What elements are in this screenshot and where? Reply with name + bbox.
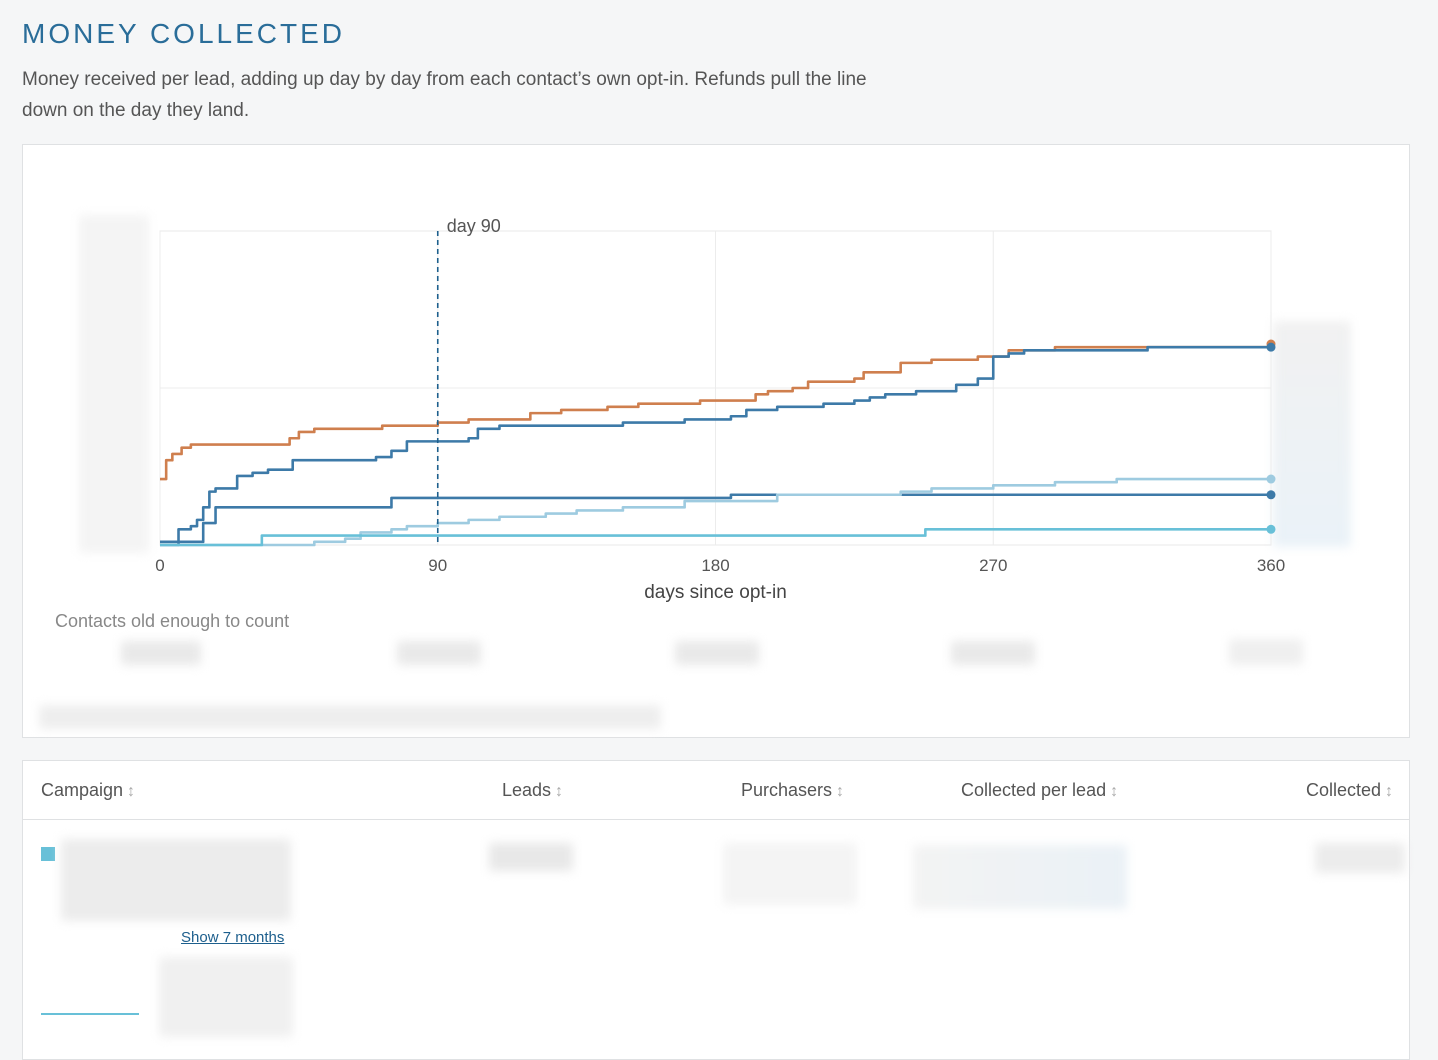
- purchasers-value-redacted: [723, 843, 857, 905]
- contacts-count-redacted: [121, 641, 201, 665]
- collected-value-redacted: [1315, 843, 1405, 873]
- contacts-count-redacted: [397, 641, 481, 665]
- leads-value-redacted: [489, 843, 573, 871]
- series-end-point: [1266, 524, 1276, 534]
- series-color-swatch: [41, 847, 55, 861]
- sort-icon: ↕: [1385, 783, 1394, 800]
- x-axis-label: days since opt-in: [644, 582, 787, 603]
- x-tick-label: 0: [155, 556, 164, 575]
- page-description: Money received per lead, adding up day b…: [22, 69, 867, 121]
- column-header-collected-per-lead[interactable]: Collected per lead ↕: [961, 780, 1118, 801]
- column-header-label: Campaign: [41, 780, 124, 800]
- sort-icon: ↕: [555, 783, 564, 800]
- x-tick-label: 180: [701, 556, 729, 575]
- row-detail-redacted: [159, 957, 293, 1037]
- legend-labels-redacted: [1273, 321, 1351, 547]
- sort-icon: ↕: [1110, 783, 1119, 800]
- row-sparkline: [41, 1013, 139, 1015]
- campaign-name-redacted: [61, 839, 291, 921]
- contacts-count-redacted: [675, 641, 759, 665]
- column-header-label: Purchasers: [741, 780, 833, 800]
- column-header-label: Leads: [502, 780, 552, 800]
- contacts-count-redacted: [951, 641, 1035, 665]
- column-header-collected[interactable]: Collected ↕: [1306, 780, 1393, 801]
- sort-icon: ↕: [836, 783, 845, 800]
- show-months-link[interactable]: Show 7 months: [181, 929, 285, 946]
- chart-grid: [159, 230, 1272, 546]
- column-header-leads[interactable]: Leads ↕: [502, 780, 563, 801]
- x-tick-label: 270: [979, 556, 1007, 575]
- footer-note-redacted: [39, 705, 661, 729]
- page-title: MONEY COLLECTED: [22, 18, 345, 49]
- chart-card: 0 90 180 270 360 day 90 days since opt-in Co…: [22, 144, 1410, 738]
- x-axis-ticks: 0 90 180 270 360: [155, 556, 1285, 575]
- series-line: [160, 493, 1271, 544]
- column-header-campaign[interactable]: Campaign ↕: [41, 780, 135, 801]
- series-line: [160, 344, 1273, 481]
- series-line: [160, 345, 1271, 547]
- contacts-label: Contacts old enough to count: [55, 611, 290, 631]
- column-header-purchasers[interactable]: Purchasers ↕: [741, 780, 844, 801]
- campaign-table: Campaign ↕ Leads ↕ Purchasers ↕ Collected p…: [22, 760, 1410, 1060]
- x-tick-label: 90: [428, 556, 447, 575]
- collected-per-lead-redacted: [913, 845, 1127, 909]
- contacts-count-redacted: [1229, 639, 1303, 665]
- y-axis-labels-redacted: [79, 215, 149, 553]
- series-end-point: [1266, 474, 1276, 484]
- series-line: [160, 528, 1271, 547]
- series-end-point: [1266, 342, 1276, 352]
- column-header-label: Collected: [1306, 780, 1382, 800]
- chart-series: [160, 339, 1276, 547]
- series-end-point: [1266, 490, 1276, 500]
- sort-icon: ↕: [127, 783, 136, 800]
- column-header-label: Collected per lead: [961, 780, 1107, 800]
- line-chart: 0 90 180 270 360 day 90 days since opt-in: [155, 216, 1285, 603]
- table-header: Campaign ↕ Leads ↕ Purchasers ↕ Collected p…: [23, 761, 1409, 820]
- day-90-marker-label: day 90: [447, 216, 501, 236]
- x-tick-label: 360: [1257, 556, 1285, 575]
